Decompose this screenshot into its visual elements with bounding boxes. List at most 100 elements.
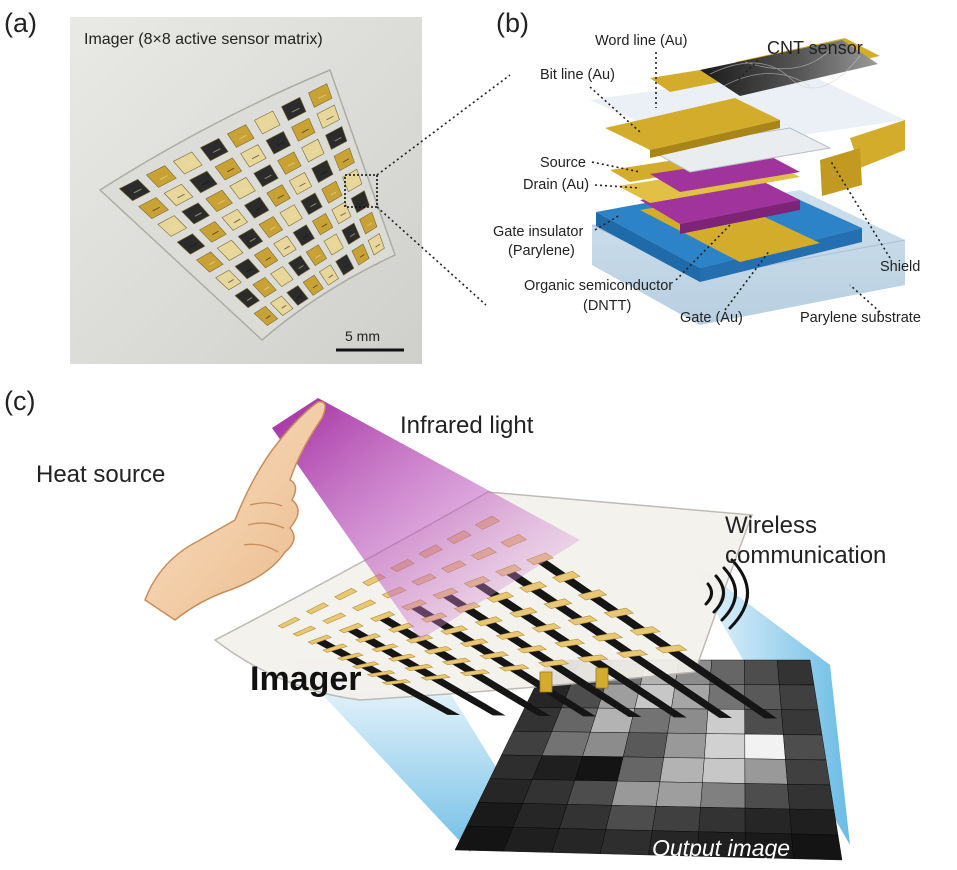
output-pixel [744, 758, 788, 785]
photo-sensor-cell [321, 180, 343, 204]
photo-sensor-cell [216, 239, 244, 261]
photo-sensor-cell [301, 138, 325, 163]
sensor-pad [567, 615, 598, 626]
sensor-pad [543, 598, 573, 609]
photo-sensor-cell [199, 221, 227, 243]
photo-sensor-electrode [315, 254, 321, 259]
photo-sensor-electrode [246, 297, 253, 301]
contact-tab [539, 671, 553, 693]
photo-sensor-cell [302, 274, 324, 296]
photo-sensor-electrode [233, 218, 241, 223]
photo-sensor-electrode [302, 234, 309, 239]
label-gate: Gate (Au) [680, 310, 743, 326]
output-pixel [652, 806, 701, 832]
label-heat-source: Heat source [36, 461, 165, 488]
sensor-pad [351, 599, 377, 612]
output-pixel [663, 732, 707, 759]
output-pixel [744, 733, 786, 760]
output-pixel [655, 781, 703, 808]
photo-sensor-cell [367, 233, 385, 256]
leader-bit-line [589, 86, 641, 133]
photo-sensor-cell [205, 189, 233, 212]
photo-sensor-cell [333, 147, 355, 172]
label-substrate: Parylene substrate [800, 310, 921, 326]
word-line [650, 70, 720, 92]
sensor-pad [474, 616, 503, 627]
photo-sensor-cell [288, 172, 313, 195]
photo-sensor-cell [253, 164, 279, 188]
photo-sensor-electrode [312, 284, 318, 289]
output-pixel [744, 807, 792, 835]
output-pixel [777, 659, 815, 686]
photo-sensor-cell [305, 244, 327, 266]
photo-sensor-electrode [328, 274, 334, 279]
sensor-pad [531, 623, 562, 633]
sensor-pad [576, 654, 609, 663]
photo-sensor-electrode [217, 199, 226, 205]
sensor-pad [537, 659, 570, 667]
photo-sensor-cell [227, 124, 255, 148]
output-pixel [574, 756, 624, 782]
label-wireless-1: Wireless [725, 512, 817, 539]
photo-sensor-electrode [291, 107, 300, 113]
sensor-pad [554, 638, 586, 648]
sensor-pad [420, 674, 451, 681]
label-organic-semi-2: (DNTT) [583, 298, 631, 314]
label-wireless-2: communication [725, 542, 886, 569]
sensor-pad [423, 646, 453, 655]
sensor-pad [337, 652, 364, 661]
photo-sensor-cell [287, 255, 311, 277]
leader-source [591, 161, 641, 173]
photo-sensor-electrode [287, 162, 295, 167]
photo-sensor-cell [335, 253, 355, 276]
photo-sensor-cell [253, 305, 279, 326]
label-drain: Drain (Au) [523, 177, 589, 193]
sensor-pad [292, 625, 317, 637]
photo-sensor-cell [311, 159, 334, 183]
photo-sensor-cell [189, 170, 218, 194]
photo-sensor-cell [253, 247, 279, 269]
photo-sensor-electrode [340, 212, 346, 217]
photo-sensor-electrode [159, 175, 168, 180]
cnt-strip [501, 693, 551, 717]
output-pixel [551, 828, 607, 854]
photo-sensor-electrode [332, 243, 339, 248]
photo-sensor-electrode [209, 261, 216, 266]
sensor-pad [459, 669, 491, 676]
output-pixel [512, 803, 568, 829]
photo-sensor-electrode [249, 237, 256, 242]
output-pixel [599, 829, 653, 856]
label-source: Source [540, 155, 586, 171]
output-pixel [622, 732, 668, 758]
photo-sensor-cell [325, 126, 348, 150]
output-pixel [704, 733, 746, 759]
photo-sensor-cell [234, 287, 260, 309]
output-pixel [785, 759, 831, 786]
photo-sensor-cell [215, 269, 242, 291]
photo-sensor-electrode [265, 315, 271, 319]
photo-sensor-cell [341, 222, 361, 245]
photo-sensor-electrode [277, 194, 284, 199]
zoom-marker [344, 174, 378, 208]
output-pixel [582, 731, 630, 758]
sensor-pad [355, 633, 382, 643]
output-pixel [659, 757, 705, 783]
sensor-pad [404, 663, 434, 672]
photo-sensor-electrode [255, 206, 263, 211]
panel-c: (c) Output image Heat source Infrared li… [4, 386, 886, 861]
sensor-pad [516, 645, 548, 654]
photo-sensor-cell [359, 211, 378, 235]
output-pixel [702, 757, 746, 784]
panel-b: (b) Word line (Au) CNT sensor B [493, 8, 921, 326]
leader-substrate [849, 284, 881, 313]
photo-sensor-electrode [186, 161, 195, 167]
photo-sensor-electrode [326, 115, 334, 121]
sensor-pad [381, 679, 412, 686]
photo-sensor-electrode [350, 233, 356, 237]
photo-sensor-cell [291, 117, 316, 142]
cnt-strip [417, 697, 461, 716]
sensor-pad [371, 643, 399, 653]
output-pixel [787, 784, 835, 811]
sensor-matrix-illustration [277, 515, 778, 719]
photo-sensor-electrode [212, 148, 221, 153]
